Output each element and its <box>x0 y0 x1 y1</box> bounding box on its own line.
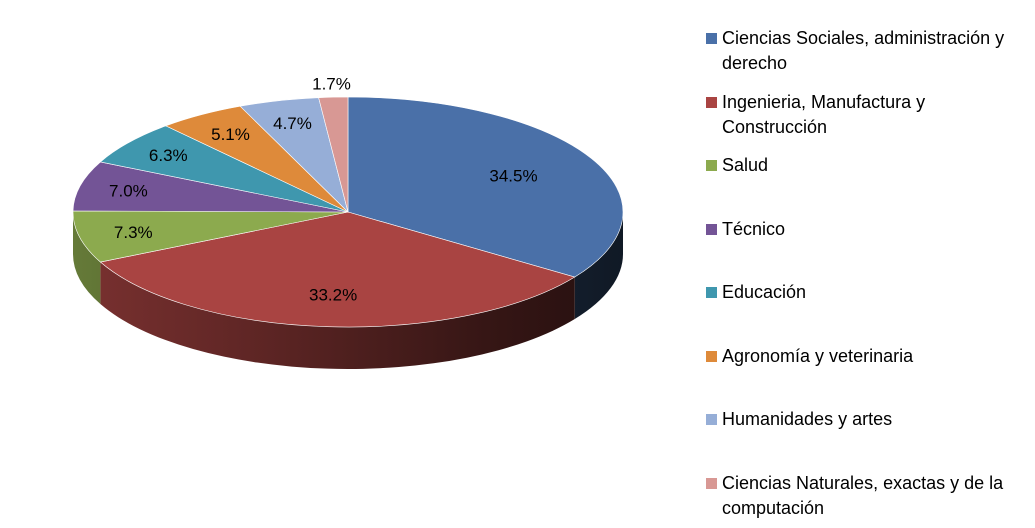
legend-label: Educación <box>722 282 807 302</box>
legend-item: Técnico <box>706 217 1031 242</box>
legend-item: Humanidades y artes <box>706 407 1031 432</box>
data-label-0: 34.5% <box>489 167 537 186</box>
data-label-7: 1.7% <box>312 74 351 93</box>
slice-side-0 <box>574 212 623 320</box>
legend-swatch <box>706 33 717 44</box>
data-label-5: 5.1% <box>211 125 250 144</box>
pie-slice-1 <box>99 211 576 328</box>
legend-swatch <box>706 96 717 108</box>
legend-swatch <box>706 160 717 171</box>
legend-item: Ingenieria, Manufactura y Construcción <box>706 90 1031 140</box>
legend-label: Humanidades y artes <box>722 409 893 429</box>
data-label-4: 6.3% <box>149 146 188 165</box>
pie-slice-2 <box>72 210 349 263</box>
legend-item: Ciencias Naturales, exactas y de la comp… <box>706 471 1031 521</box>
legend-item: Ciencias Sociales, administración y dere… <box>706 26 1031 76</box>
legend-label: Agronomía y veterinaria <box>722 345 914 366</box>
legend-swatch <box>706 223 717 235</box>
legend-label: Ciencias Naturales, exactas y de la comp… <box>722 472 1004 518</box>
legend-label: Salud <box>722 155 769 175</box>
data-label-3: 7.0% <box>109 182 148 201</box>
legend-item: Salud <box>706 153 1031 178</box>
legend-label: Ingenieria, Manufactura y Construcción <box>722 91 926 137</box>
legend-item: Educación <box>706 280 1031 305</box>
data-label-2: 7.3% <box>114 223 153 242</box>
legend-swatch <box>706 414 717 425</box>
slice-side-2 <box>73 212 101 305</box>
data-label-6: 4.7% <box>273 114 312 133</box>
legend-swatch <box>706 477 717 489</box>
pie-slice-0 <box>347 96 624 278</box>
legend-label: Ciencias Sociales, administración y dere… <box>722 28 1005 73</box>
legend-swatch <box>706 350 717 362</box>
legend-item: Agronomía y veterinaria <box>706 344 1031 369</box>
data-label-1: 33.2% <box>309 286 357 305</box>
slice-side-1 <box>100 262 575 369</box>
legend-label: Técnico <box>722 218 786 239</box>
legend-swatch <box>706 287 717 298</box>
pie-slice-3 <box>72 161 349 213</box>
pie-slice-7 <box>318 96 349 213</box>
